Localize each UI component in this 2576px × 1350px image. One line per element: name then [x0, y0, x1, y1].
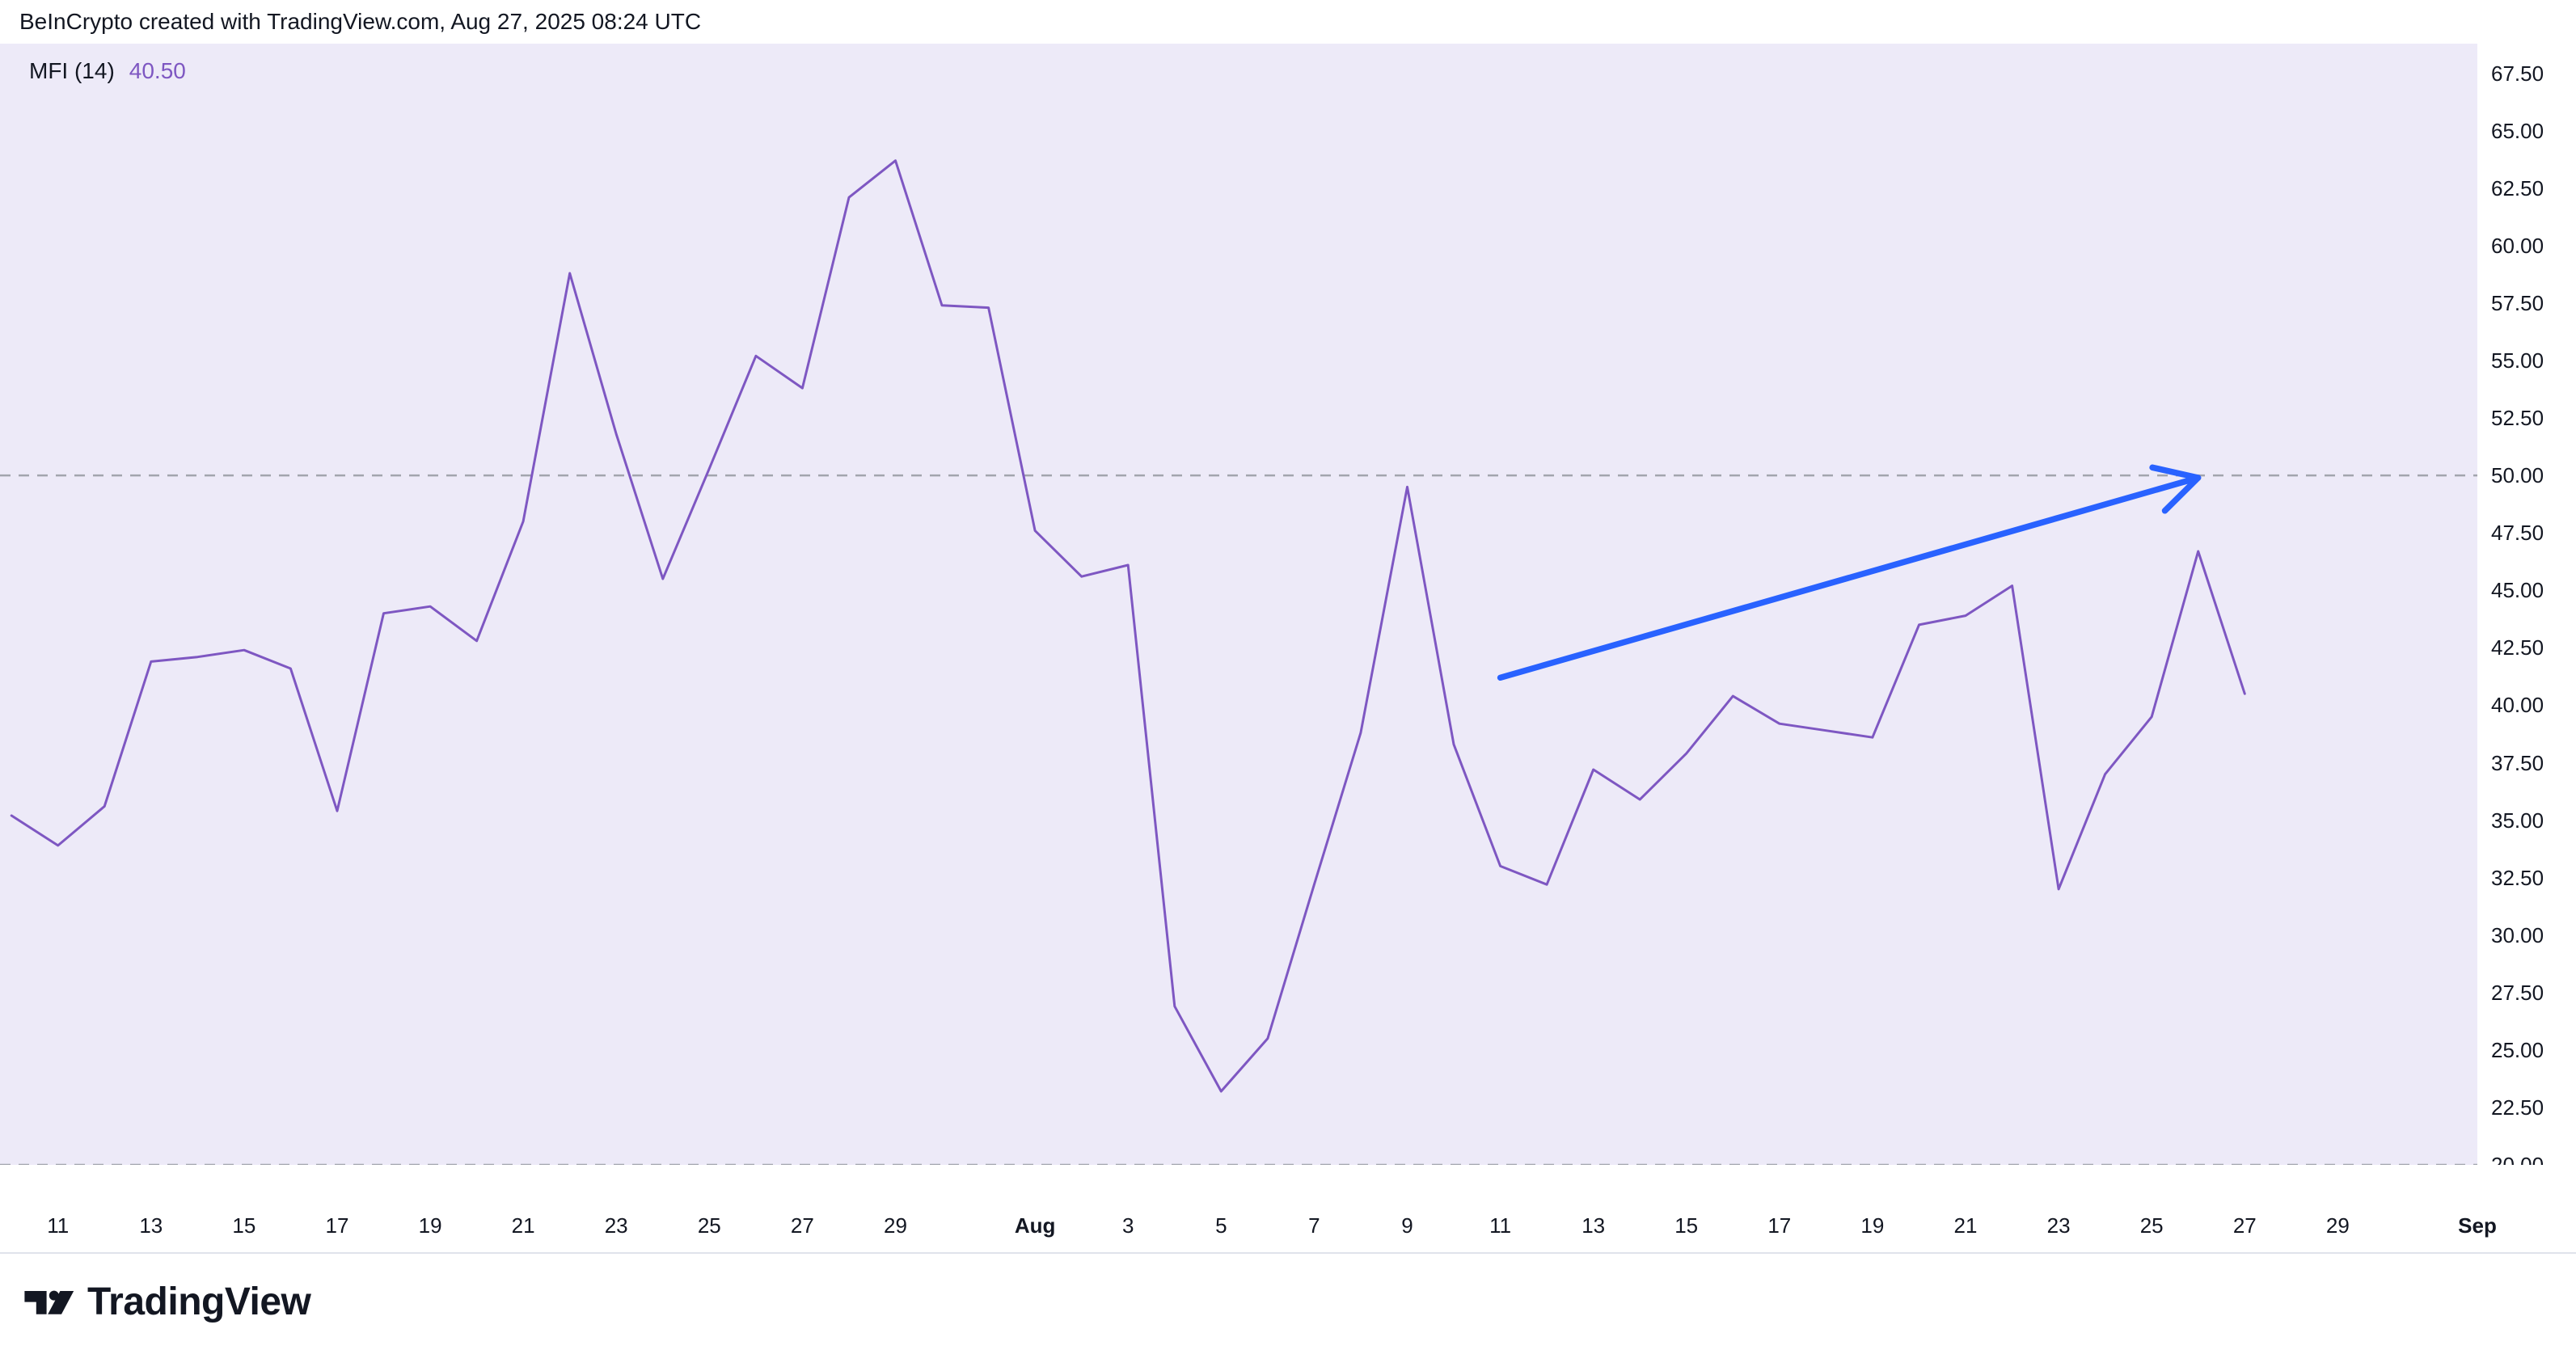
x-axis-label: 19 [418, 1213, 442, 1238]
x-axis-label: 9 [1401, 1213, 1413, 1238]
x-axis-label: 3 [1121, 1213, 1134, 1238]
y-axis-label: 25.00 [2491, 1037, 2544, 1062]
x-axis-label: 29 [884, 1213, 907, 1238]
tradingview-mark-icon [24, 1290, 74, 1314]
price-scale[interactable]: 67.50 65.00 62.50 60.00 57.50 55.00 52.50 50.00… [2477, 44, 2576, 1253]
x-axis-label: 15 [232, 1213, 256, 1238]
x-axis-label: 27 [790, 1213, 814, 1238]
x-axis-label: 23 [2046, 1213, 2071, 1238]
x-axis-label: Aug [1014, 1213, 1056, 1238]
mfi-line-chart[interactable] [0, 44, 2477, 1166]
x-axis-label: 21 [511, 1213, 535, 1238]
y-axis-label: 40.00 [2491, 693, 2544, 718]
y-axis-label: 27.50 [2491, 980, 2544, 1005]
x-axis-label: 5 [1215, 1213, 1227, 1238]
y-axis-label: 30.00 [2491, 922, 2544, 947]
x-axis-label: 23 [604, 1213, 628, 1238]
y-axis-label: 47.50 [2491, 521, 2544, 546]
y-axis-label: 55.00 [2491, 348, 2544, 373]
y-axis-label: 32.50 [2491, 865, 2544, 890]
x-axis-label: 11 [47, 1213, 70, 1238]
y-axis-label: 65.00 [2491, 118, 2544, 143]
x-axis-label: 7 [1308, 1213, 1320, 1238]
x-axis-label: 15 [1674, 1213, 1699, 1238]
trend-arrow-annotation[interactable] [1497, 464, 2202, 681]
chart-attribution: BeInCrypto created with TradingView.com,… [19, 9, 702, 34]
y-axis-label: 60.00 [2491, 233, 2544, 258]
mfi-series-line [10, 159, 2246, 1093]
x-axis-label: 19 [1860, 1213, 1885, 1238]
y-axis-label: 22.50 [2491, 1095, 2544, 1120]
x-axis-label: 21 [1953, 1213, 1978, 1238]
y-axis-label: 52.50 [2491, 406, 2544, 431]
x-axis-label: 13 [1581, 1213, 1606, 1238]
y-axis-label: 45.00 [2491, 578, 2544, 603]
x-axis-label: 27 [2232, 1213, 2257, 1238]
indicator-name: MFI (14) [29, 58, 115, 83]
x-axis-label: 11 [1489, 1213, 1512, 1238]
indicator-legend: MFI (14) 40.50 [29, 57, 186, 86]
y-axis-label: 42.50 [2491, 635, 2544, 660]
indicator-value: 40.50 [129, 58, 186, 83]
x-axis-label: 17 [325, 1213, 349, 1238]
x-axis-label: Sep [2458, 1213, 2497, 1238]
y-axis-label: 62.50 [2491, 175, 2544, 200]
y-axis-label: 35.00 [2491, 808, 2544, 833]
y-axis-label: 50.00 [2491, 463, 2544, 488]
y-axis-label: 67.50 [2491, 61, 2544, 86]
time-scale[interactable]: 11 13 15 17 19 21 23 25 27 29 Aug 3 5 7 9 11 13 15 17 19 21 2… [0, 1165, 2576, 1254]
y-axis-label: 57.50 [2491, 290, 2544, 315]
x-axis-label: 29 [2325, 1213, 2350, 1238]
indicator-pane[interactable]: MFI (14) 40.50 [0, 44, 2477, 1166]
x-axis-label: 25 [2139, 1213, 2164, 1238]
x-axis-label: 17 [1767, 1213, 1792, 1238]
y-axis-label: 37.50 [2491, 750, 2544, 775]
x-axis-label: 25 [697, 1213, 721, 1238]
x-axis-label: 13 [139, 1213, 163, 1238]
tradingview-logo[interactable]: TradingView [23, 1280, 311, 1323]
tradingview-wordmark: TradingView [87, 1280, 311, 1323]
